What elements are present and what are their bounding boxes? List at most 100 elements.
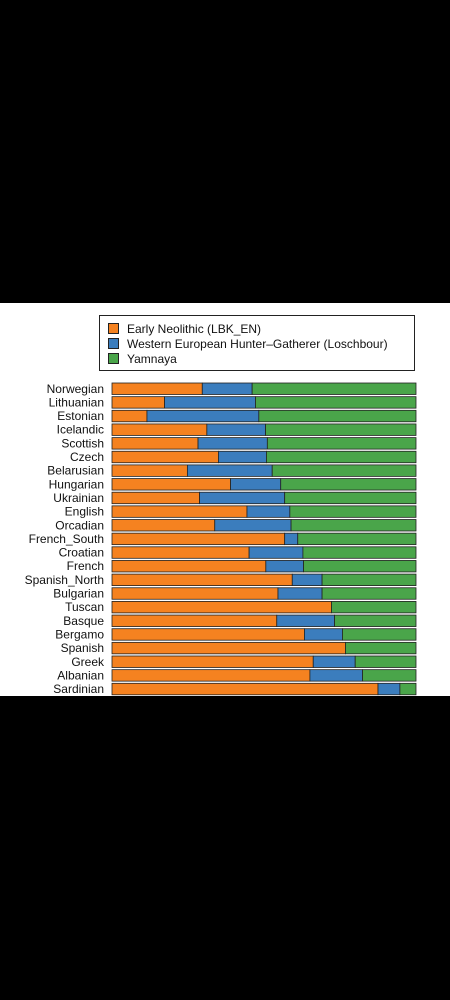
category-label-spanish: Spanish: [61, 641, 104, 655]
stacked-bar-chart: NorwegianLithuanianEstonianIcelandicScot…: [25, 382, 417, 696]
category-label-bulgarian: Bulgarian: [53, 587, 104, 601]
bar-ukrainian-series-1: [199, 491, 286, 505]
category-label-croatian: Croatian: [59, 546, 104, 560]
category-label-norwegian: Norwegian: [47, 382, 104, 396]
bar-french-south-series-2: [297, 532, 417, 546]
bar-english-series-0: [111, 505, 248, 518]
bar-english-series-1: [246, 505, 291, 518]
bar-orcadian-series-1: [214, 519, 292, 532]
bar-spanish-series-0: [111, 641, 346, 655]
bar-orcadian-series-2: [290, 519, 417, 532]
legend-item-yamnaya: Yamnaya: [108, 351, 414, 366]
bar-croatian-series-0: [111, 546, 250, 559]
bar-spanish-series-2: [345, 641, 417, 655]
bar-albanian-series-2: [362, 669, 417, 682]
bar-czech-series-0: [111, 450, 219, 464]
bar-czech-series-2: [266, 450, 417, 464]
bar-lithuanian-series-0: [111, 396, 165, 409]
bar-estonian-series-2: [258, 409, 417, 423]
bar-scottish-series-2: [266, 437, 417, 450]
bar-albanian-series-0: [111, 669, 311, 682]
legend-item-hunter-gatherer: Western European Hunter–Gatherer (Loschb…: [108, 336, 414, 351]
bar-icelandic-series-2: [265, 423, 417, 436]
bar-french-series-1: [265, 560, 304, 573]
bar-french-south-series-1: [284, 532, 299, 546]
category-label-basque: Basque: [63, 614, 104, 628]
legend-label-early-neolithic: Early Neolithic (LBK_EN): [127, 321, 262, 336]
bar-french-series-2: [303, 560, 417, 573]
category-label-english: English: [65, 505, 104, 519]
bar-spanish-north-series-1: [291, 573, 323, 587]
bar-icelandic-series-0: [111, 423, 208, 436]
bar-lithuanian-series-1: [164, 396, 256, 409]
bar-tuscan-series-2: [331, 600, 417, 614]
bar-basque-series-2: [334, 614, 417, 627]
bar-bergamo-series-2: [342, 628, 417, 641]
bar-estonian-series-0: [111, 409, 148, 423]
category-label-tuscan: Tuscan: [65, 600, 104, 614]
bar-belarusian-series-0: [111, 464, 188, 477]
category-label-bergamo: Bergamo: [55, 627, 104, 641]
bar-hungarian-series-0: [111, 478, 231, 491]
bar-belarusian-series-1: [186, 464, 273, 477]
bar-sardinian-series-2: [399, 682, 417, 696]
bar-greek-series-2: [354, 655, 417, 668]
bar-bulgarian-series-2: [321, 587, 417, 600]
bar-scottish-series-0: [111, 437, 199, 450]
category-label-estonian: Estonian: [57, 409, 104, 423]
bar-bergamo-series-1: [304, 628, 343, 641]
category-label-greek: Greek: [71, 655, 105, 669]
bar-bulgarian-series-1: [277, 587, 323, 600]
bar-spanish-north-series-0: [111, 573, 293, 587]
bar-scottish-series-1: [197, 437, 268, 450]
chart-legend: Early Neolithic (LBK_EN) Western Europea…: [99, 315, 415, 371]
chart-panel: Early Neolithic (LBK_EN) Western Europea…: [0, 303, 450, 696]
bar-basque-series-1: [276, 614, 335, 627]
category-label-albanian: Albanian: [57, 668, 104, 682]
bar-french-series-0: [111, 560, 267, 573]
bar-sardinian-series-1: [377, 682, 401, 696]
bar-norwegian-series-1: [201, 382, 253, 395]
category-label-sardinian: Sardinian: [53, 682, 104, 696]
legend-label-yamnaya: Yamnaya: [127, 351, 177, 366]
bar-norwegian-series-2: [251, 382, 417, 395]
bar-estonian-series-1: [146, 409, 260, 423]
bar-sardinian-series-0: [111, 682, 379, 696]
category-label-czech: Czech: [70, 450, 104, 464]
category-label-scottish: Scottish: [61, 436, 104, 450]
bar-belarusian-series-2: [271, 464, 417, 477]
bar-ukrainian-series-0: [111, 491, 200, 505]
category-label-lithuanian: Lithuanian: [49, 395, 104, 409]
bar-croatian-series-1: [248, 546, 304, 559]
category-label-orcadian: Orcadian: [55, 518, 104, 532]
legend-label-hunter-gatherer: Western European Hunter–Gatherer (Loschb…: [127, 336, 388, 351]
bar-orcadian-series-0: [111, 519, 216, 532]
category-label-french: French: [67, 559, 104, 573]
legend-swatch-early-neolithic: [108, 323, 119, 334]
category-label-belarusian: Belarusian: [47, 464, 104, 478]
bar-lithuanian-series-2: [255, 396, 417, 409]
bar-greek-series-1: [312, 655, 356, 668]
bar-czech-series-1: [217, 450, 267, 464]
category-label-spanish-north: Spanish_North: [25, 573, 104, 587]
category-label-hungarian: Hungarian: [49, 477, 104, 491]
bar-french-south-series-0: [111, 532, 286, 546]
legend-swatch-hunter-gatherer: [108, 338, 119, 349]
bar-basque-series-0: [111, 614, 278, 627]
category-label-ukrainian: Ukrainian: [53, 491, 104, 505]
bar-greek-series-0: [111, 655, 314, 668]
bar-norwegian-series-0: [111, 382, 203, 395]
legend-swatch-yamnaya: [108, 353, 119, 364]
bar-hungarian-series-2: [280, 478, 417, 491]
bar-tuscan-series-0: [111, 600, 332, 614]
bar-icelandic-series-1: [206, 423, 266, 436]
bar-croatian-series-2: [302, 546, 417, 559]
category-label-french-south: French_South: [29, 532, 104, 546]
legend-item-early-neolithic: Early Neolithic (LBK_EN): [108, 321, 414, 336]
bar-hungarian-series-1: [230, 478, 282, 491]
bar-bergamo-series-0: [111, 628, 305, 641]
bar-ukrainian-series-2: [284, 491, 417, 505]
category-label-icelandic: Icelandic: [57, 423, 104, 437]
bar-english-series-2: [289, 505, 417, 518]
bar-albanian-series-1: [309, 669, 363, 682]
